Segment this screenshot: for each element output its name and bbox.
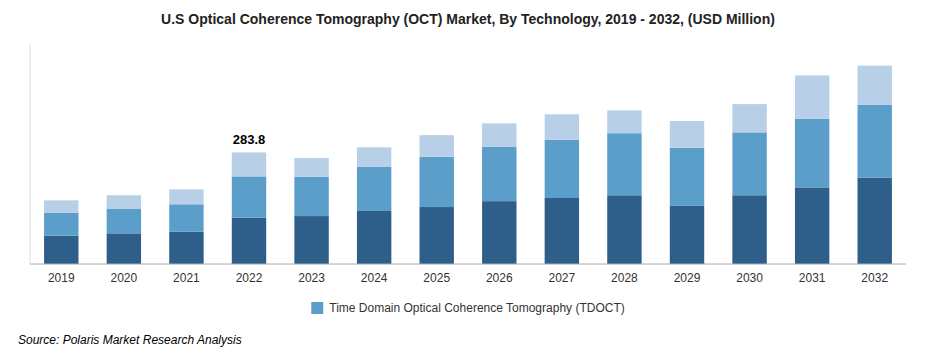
bar	[732, 132, 766, 195]
bar	[545, 198, 579, 264]
bar	[232, 176, 266, 217]
legend-swatch	[311, 302, 323, 314]
bar	[607, 133, 641, 195]
source: Source: Polaris Market Research Analysis	[18, 333, 242, 347]
bar	[169, 204, 203, 232]
bar	[795, 119, 829, 188]
bar	[420, 135, 454, 157]
bar	[607, 110, 641, 133]
bar	[294, 216, 328, 264]
x-tick-label: 2027	[549, 271, 576, 285]
x-tick-label: 2025	[423, 271, 450, 285]
bar	[732, 104, 766, 132]
y-axis	[30, 44, 31, 264]
bar	[795, 75, 829, 118]
bar	[420, 207, 454, 264]
bar	[670, 206, 704, 264]
bars	[44, 66, 892, 264]
bar	[44, 200, 78, 213]
bar	[858, 178, 892, 264]
bar	[294, 158, 328, 177]
bar	[545, 140, 579, 198]
x-tick-label: 2028	[611, 271, 638, 285]
bar	[107, 209, 141, 233]
bar	[107, 233, 141, 264]
bar	[357, 167, 391, 211]
x-tick-label: 2032	[861, 271, 888, 285]
bar	[169, 232, 203, 264]
bar	[858, 105, 892, 178]
x-axis	[30, 264, 906, 265]
bar	[44, 213, 78, 236]
bar	[357, 147, 391, 167]
bar	[482, 147, 516, 201]
x-tick-label: 2026	[486, 271, 513, 285]
x-tick-label: 2023	[298, 271, 325, 285]
bar	[607, 195, 641, 264]
bar	[732, 195, 766, 264]
legend-label: Time Domain Optical Coherence Tomography…	[329, 301, 624, 315]
chart: U.S Optical Coherence Tomography (OCT) M…	[0, 0, 936, 356]
x-tick-label: 2019	[48, 271, 75, 285]
title: U.S Optical Coherence Tomography (OCT) M…	[161, 11, 775, 27]
bar	[232, 218, 266, 264]
bar	[44, 236, 78, 264]
bar	[357, 211, 391, 264]
bar	[232, 152, 266, 176]
x-tick-label: 2020	[111, 271, 138, 285]
bar	[545, 114, 579, 140]
legend: Time Domain Optical Coherence Tomography…	[311, 301, 624, 315]
x-tick-label: 2024	[361, 271, 388, 285]
bar	[482, 123, 516, 147]
x-tick-label: 2022	[236, 271, 263, 285]
annotation: 283.8	[233, 132, 266, 147]
bar	[107, 195, 141, 209]
bar	[795, 187, 829, 264]
bar	[670, 148, 704, 206]
bar	[482, 201, 516, 264]
bar	[294, 177, 328, 216]
bar	[420, 157, 454, 207]
bar	[858, 66, 892, 105]
x-tick-label: 2031	[799, 271, 826, 285]
bar	[169, 189, 203, 204]
x-tick-label: 2030	[736, 271, 763, 285]
x-tick-label: 2029	[674, 271, 701, 285]
x-tick-label: 2021	[173, 271, 200, 285]
bar	[670, 121, 704, 148]
